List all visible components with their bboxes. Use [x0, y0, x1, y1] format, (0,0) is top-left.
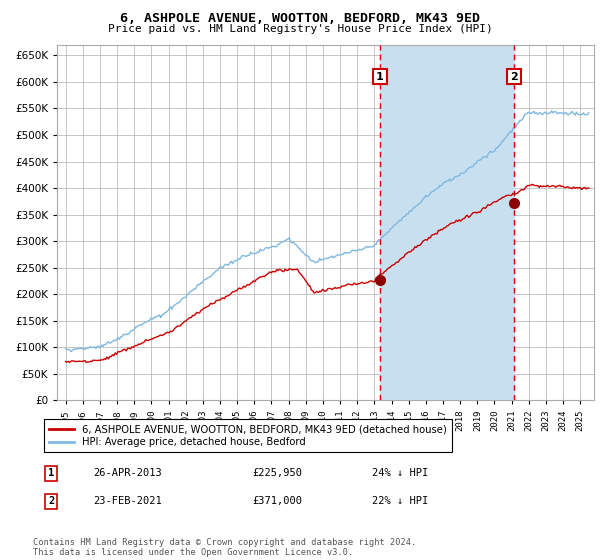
Text: 23-FEB-2021: 23-FEB-2021 [93, 496, 162, 506]
Text: 26-APR-2013: 26-APR-2013 [93, 468, 162, 478]
Text: 1: 1 [376, 72, 384, 82]
Text: 6, ASHPOLE AVENUE, WOOTTON, BEDFORD, MK43 9ED: 6, ASHPOLE AVENUE, WOOTTON, BEDFORD, MK4… [120, 12, 480, 25]
Bar [380, 45, 514, 400]
Text: 22% ↓ HPI: 22% ↓ HPI [372, 496, 428, 506]
Text: Contains HM Land Registry data © Crown copyright and database right 2024.
This d: Contains HM Land Registry data © Crown c… [33, 538, 416, 557]
Text: 2: 2 [510, 72, 518, 82]
Text: 1: 1 [48, 468, 54, 478]
Text: £225,950: £225,950 [252, 468, 302, 478]
Text: 2: 2 [48, 496, 54, 506]
Text: £371,000: £371,000 [252, 496, 302, 506]
Legend: 6, ASHPOLE AVENUE, WOOTTON, BEDFORD, MK43 9ED (detached house), HPI: Average pri: 6, ASHPOLE AVENUE, WOOTTON, BEDFORD, MK4… [44, 419, 452, 452]
Text: Price paid vs. HM Land Registry's House Price Index (HPI): Price paid vs. HM Land Registry's House … [107, 24, 493, 34]
Text: 24% ↓ HPI: 24% ↓ HPI [372, 468, 428, 478]
